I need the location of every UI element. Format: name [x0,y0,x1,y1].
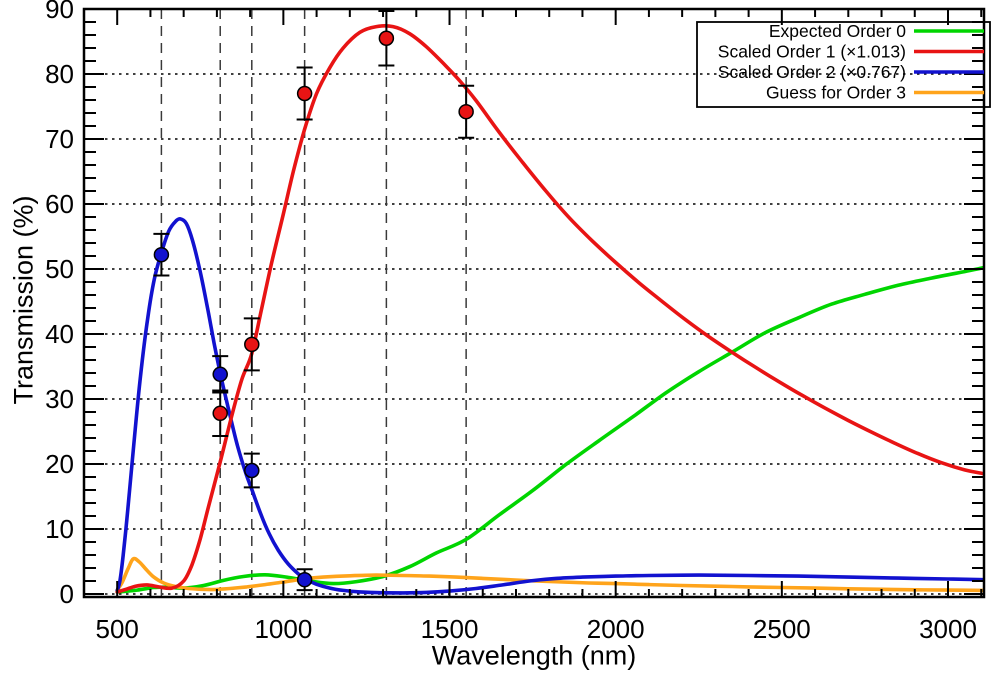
y-axis-title: Transmission (%) [8,195,39,405]
point-marker [212,405,228,422]
point-marker [378,30,395,46]
curves [115,23,984,595]
data-point-810nm [212,389,229,438]
x-tick-label-1500: 1500 [421,614,479,644]
legend-box [696,21,991,108]
legend-label-3: Guess for Order 3 [766,83,906,103]
plot-frame [82,7,986,599]
x-tick-label-500: 500 [96,614,139,644]
x-tick-label-1000: 1000 [254,614,312,644]
axis-ticks [82,8,984,597]
data-point-905nm [243,452,260,489]
data-point-633nm [153,232,170,277]
x-tick-label-2500: 2500 [753,614,811,644]
point-marker [296,85,313,102]
y-tick-label-70: 70 [45,124,74,154]
y-tick-label-50: 50 [45,254,74,284]
curve-expected-order-0 [115,265,984,594]
curve-scaled-order-1-1-013 [115,23,984,594]
curve-guess-for-order-3 [115,556,984,593]
data-point-905nm [243,317,260,372]
y-tick-label-60: 60 [45,189,74,219]
point-marker [296,571,313,588]
data-point-810nm [212,355,229,394]
point-marker [212,366,228,383]
x-tick-label-2000: 2000 [587,614,645,644]
y-tick-label-30: 30 [45,384,74,414]
y-tick-label-20: 20 [45,449,74,479]
point-marker [153,246,170,263]
legend-label-2: Scaled Order 2 (×0.767) [718,62,906,82]
tick-labels: 500 1000 1500 2000 2500 3000 0 10 20 30 40 50 60 70 80… [45,0,977,644]
x-tick-label-3000: 3000 [919,614,977,644]
x-axis-title: Wavelength (nm) [431,640,637,671]
data-point-1064nm [296,568,313,592]
point-marker [244,336,260,353]
y-tick-label-80: 80 [45,59,74,89]
y-tick-label-10: 10 [45,514,74,544]
y-tick-label-90: 90 [45,0,74,24]
v-dashed-lines [160,9,467,597]
data-point-1550nm [458,84,475,139]
y-tick-label-0: 0 [60,579,74,609]
y-tick-label-40: 40 [45,319,74,349]
curve-scaled-order-2-0-767 [115,217,984,595]
legend-label-1: Scaled Order 1 (×1.013) [718,42,906,62]
measured-points [153,9,475,592]
legend-label-0: Expected Order 0 [769,21,906,41]
h-gridlines [84,73,984,595]
point-marker [244,462,260,479]
data-point-1064nm [296,66,313,121]
data-point-1310nm [378,9,395,67]
point-marker [458,103,474,120]
